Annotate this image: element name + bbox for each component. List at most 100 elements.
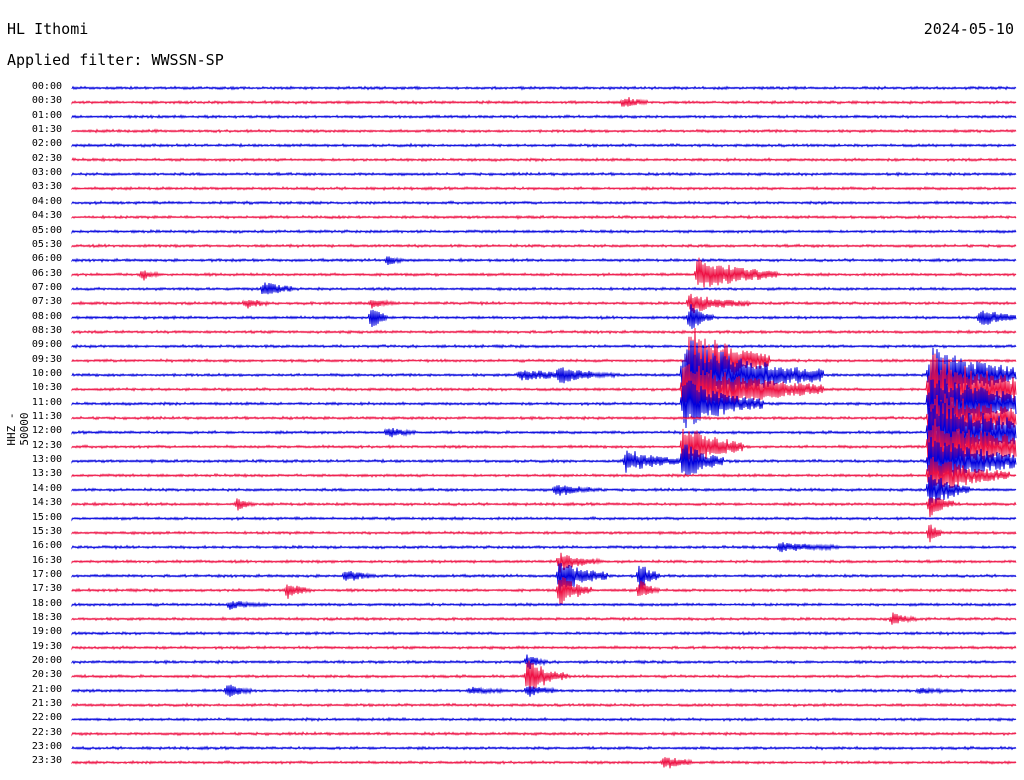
time-label: 04:30 [31, 210, 62, 222]
trace-line [71, 716, 1017, 722]
trace-line [71, 552, 1017, 573]
time-label: 07:00 [31, 281, 62, 293]
trace-line [71, 214, 1017, 220]
trace-line [71, 474, 1017, 506]
time-label: 02:30 [31, 152, 62, 164]
time-label: 02:00 [31, 138, 62, 150]
trace-line [71, 577, 1017, 605]
trace-line [71, 542, 1017, 553]
time-label: 16:30 [31, 554, 62, 566]
time-label: 04:00 [31, 195, 62, 207]
trace-line [71, 353, 1017, 424]
trace-line [71, 497, 1017, 518]
time-label: 03:30 [31, 181, 62, 193]
trace-line [71, 600, 1017, 610]
trace-line [71, 654, 1017, 669]
trace-line [71, 200, 1017, 206]
time-label: 10:30 [31, 382, 62, 394]
trace-line [71, 304, 1017, 329]
time-label: 13:00 [31, 454, 62, 466]
time-axis-labels: 00:00 00:30 01:00 01:30 02:00 02:30 03:00 03:30… [0, 0, 70, 780]
time-label: 08:00 [31, 310, 62, 322]
record-date: 2024-05-10 [923, 20, 1014, 38]
trace-line [71, 256, 1017, 266]
trace-line [71, 731, 1017, 737]
time-label: 06:00 [31, 253, 62, 265]
trace-line [71, 128, 1017, 134]
time-label: 01:00 [31, 109, 62, 121]
trace-line [71, 630, 1017, 637]
trace-line [71, 702, 1017, 708]
trace-line [71, 660, 1017, 694]
time-label: 03:00 [31, 167, 62, 179]
time-label: 14:30 [31, 497, 62, 509]
time-label: 17:00 [31, 568, 62, 580]
trace-line [71, 293, 1017, 314]
trace-line [71, 243, 1017, 249]
trace-line [71, 437, 1017, 484]
trace-line [71, 97, 1017, 107]
time-label: 11:30 [31, 411, 62, 423]
trace-line [71, 327, 1017, 397]
trace-line [71, 644, 1017, 651]
time-label: 20:00 [31, 655, 62, 666]
time-label: 15:30 [31, 525, 62, 537]
time-label: 14:00 [31, 482, 62, 494]
time-label: 22:30 [31, 726, 62, 738]
time-label: 01:30 [31, 124, 62, 136]
trace-line [71, 157, 1017, 163]
trace-line [71, 757, 1017, 769]
time-label: 19:30 [31, 640, 62, 652]
time-label: 00:00 [31, 81, 62, 92]
time-label: 15:00 [31, 511, 62, 523]
time-label: 00:30 [31, 95, 62, 107]
time-label: 20:30 [31, 669, 62, 681]
trace-line [71, 85, 1017, 91]
time-label: 16:00 [31, 540, 62, 552]
time-label: 05:00 [31, 224, 62, 236]
trace-line [71, 401, 1017, 462]
station-name: HL Ithomi [7, 20, 89, 38]
trace-line [71, 329, 1017, 335]
time-label: 08:30 [31, 324, 62, 336]
time-label: 21:30 [31, 698, 62, 710]
trace-line [71, 684, 1017, 697]
time-label: 06:30 [31, 267, 62, 279]
time-label: 22:00 [31, 712, 62, 724]
filter-label: Applied filter: WWSSN-SP [7, 51, 224, 69]
trace-line [71, 171, 1017, 178]
time-label: 21:00 [31, 683, 62, 695]
trace-line [71, 185, 1017, 192]
time-label: 18:30 [31, 611, 62, 623]
time-label: 11:00 [31, 396, 62, 408]
time-label: 09:00 [31, 339, 62, 351]
trace-line [71, 563, 1017, 593]
time-label: 12:30 [31, 439, 62, 451]
trace-line [71, 340, 1017, 410]
time-label: 23:30 [31, 755, 62, 767]
trace-line [71, 378, 1017, 434]
time-label: 07:30 [31, 296, 62, 308]
time-label: 05:30 [31, 238, 62, 250]
trace-line [71, 745, 1017, 751]
trace-line [71, 524, 1017, 543]
trace-line [71, 142, 1017, 149]
time-label: 10:00 [31, 368, 62, 379]
trace-line [71, 418, 1017, 473]
time-label: 13:30 [31, 468, 62, 480]
time-label: 18:00 [31, 597, 62, 609]
trace-line [71, 515, 1017, 522]
trace-line [71, 282, 1017, 295]
time-label: 17:30 [31, 583, 62, 595]
time-label: 23:00 [31, 741, 62, 753]
trace-line [71, 612, 1017, 625]
trace-line [71, 456, 1017, 497]
trace-line [71, 393, 1017, 443]
trace-line [71, 228, 1017, 235]
trace-line [71, 257, 1017, 288]
time-label: 09:30 [31, 353, 62, 365]
time-label: 12:00 [31, 425, 62, 437]
trace-line [71, 343, 1017, 350]
time-label: 19:00 [31, 626, 62, 638]
